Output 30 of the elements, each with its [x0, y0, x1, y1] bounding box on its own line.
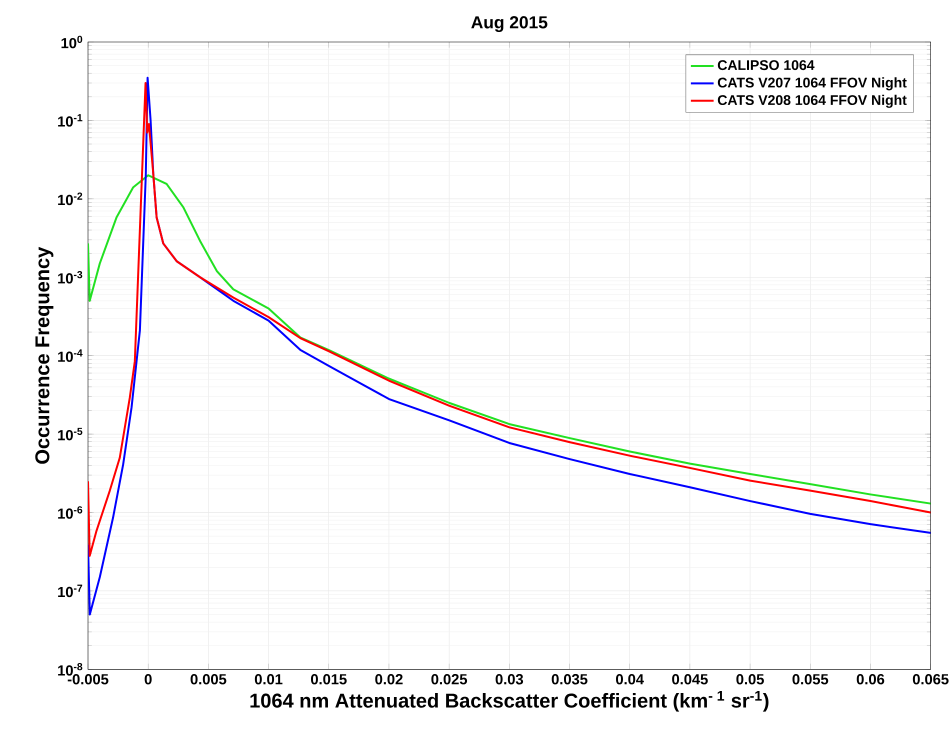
- x-tick-label: 0.035: [552, 674, 588, 684]
- x-tick-label: 0.04: [616, 674, 644, 684]
- x-tick-label: 0.065: [912, 674, 949, 684]
- x-axis-title: 1064 nm Attenuated Backscatter Coefficient (km$^{- 1}$ sr$^{-1}$): [250, 690, 768, 712]
- x-tick-label: 0.055: [792, 674, 828, 684]
- legend-label: CATS V208 1064 FFOV Night: [718, 94, 907, 108]
- x-tick-label: 0.045: [672, 674, 708, 684]
- x-tick-label: 0.025: [431, 674, 468, 684]
- chart-title: Aug 2015: [471, 16, 548, 32]
- x-tick-label: -0.005: [68, 674, 108, 684]
- y-tick-label: 10$^{-6}$: [58, 506, 82, 519]
- x-tick-label: 0.005: [190, 674, 226, 684]
- x-tick-label: 0.05: [736, 674, 764, 684]
- x-tick-label: 0.06: [856, 674, 884, 684]
- x-tick-label: 0.01: [254, 674, 282, 684]
- x-tick-label: 0.03: [496, 674, 524, 684]
- y-tick-label: 10$^{-4}$: [58, 349, 83, 362]
- y-tick-label: 10$^{-1}$: [58, 114, 82, 127]
- y-tick-label: 10$^{-3}$: [58, 270, 82, 284]
- x-tick-label: 0.015: [311, 674, 347, 684]
- y-tick-label: 10$^{-7}$: [58, 584, 82, 598]
- legend-label: CATS V207 1064 FFOV Night: [718, 77, 907, 90]
- y-axis-title: Occurrence Frequency: [35, 246, 54, 464]
- x-tick-label: 0.02: [375, 674, 403, 684]
- y-tick-label: 10$^{-5}$: [58, 428, 82, 440]
- y-tick-label: 10$^{0}$: [62, 36, 82, 48]
- legend-label: CALIPSO 1064: [718, 60, 814, 70]
- x-tick-label: 0: [144, 674, 152, 684]
- y-tick-label: 10$^{-2}$: [58, 192, 82, 206]
- line-series: [88, 174, 931, 505]
